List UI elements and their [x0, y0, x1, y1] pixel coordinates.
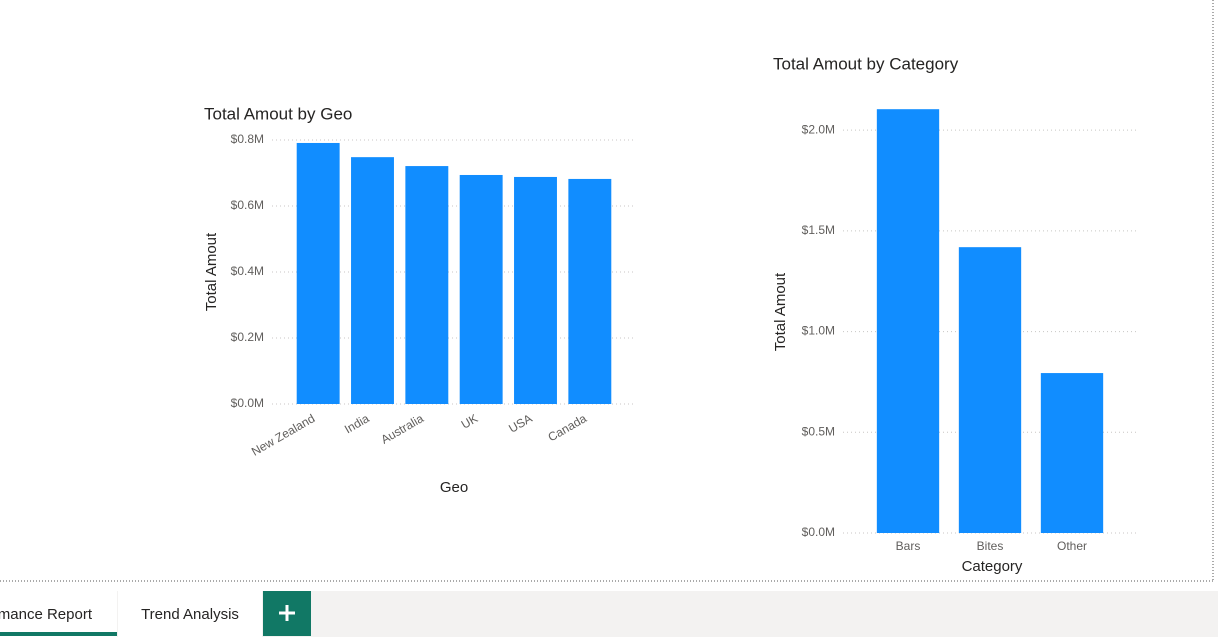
x-axis-title: Category: [962, 558, 1023, 575]
bar: [459, 174, 503, 404]
y-axis-title: Total Amout: [772, 272, 789, 351]
x-tick-label: USA: [506, 411, 534, 435]
y-tick-label: $0.2M: [231, 330, 264, 344]
bar: [568, 178, 612, 404]
tab[interactable]: [0, 591, 117, 637]
y-tick-label: $0.8M: [231, 132, 264, 146]
x-tick-label: UK: [459, 411, 480, 431]
x-tick-label: Bites: [977, 539, 1004, 553]
tab[interactable]: [118, 591, 262, 637]
bar: [514, 176, 557, 404]
x-tick-label: Bars: [896, 539, 921, 553]
x-tick-label: Canada: [546, 411, 590, 444]
y-axis-title: Total Amout: [203, 232, 220, 311]
bar: [958, 247, 1022, 533]
tab-label[interactable]: Trend Analysis: [141, 606, 239, 623]
bar: [296, 142, 340, 404]
active-tab-indicator: [0, 632, 117, 636]
bar: [351, 157, 394, 404]
bar: [876, 109, 940, 534]
x-tick-label: India: [342, 411, 372, 436]
chart-title: Total Amout by Geo: [204, 104, 352, 123]
y-tick-label: $0.4M: [231, 264, 264, 278]
y-tick-label: $0.0M: [231, 396, 264, 410]
y-tick-label: $1.5M: [802, 223, 835, 237]
y-tick-label: $0.6M: [231, 198, 264, 212]
y-tick-label: $0.5M: [802, 424, 835, 438]
plus-icon: [279, 605, 295, 621]
x-tick-label: Other: [1057, 539, 1087, 553]
x-tick-label: New Zealand: [249, 411, 317, 458]
chart-title: Total Amout by Category: [773, 54, 959, 73]
bar: [405, 166, 449, 404]
bar: [1040, 373, 1104, 533]
x-tick-label: Australia: [378, 411, 426, 447]
x-axis-title: Geo: [440, 479, 468, 496]
tab-label[interactable]: mance Report: [0, 606, 93, 623]
y-tick-label: $1.0M: [802, 324, 835, 338]
y-tick-label: $2.0M: [802, 122, 835, 136]
y-tick-label: $0.0M: [802, 525, 835, 539]
